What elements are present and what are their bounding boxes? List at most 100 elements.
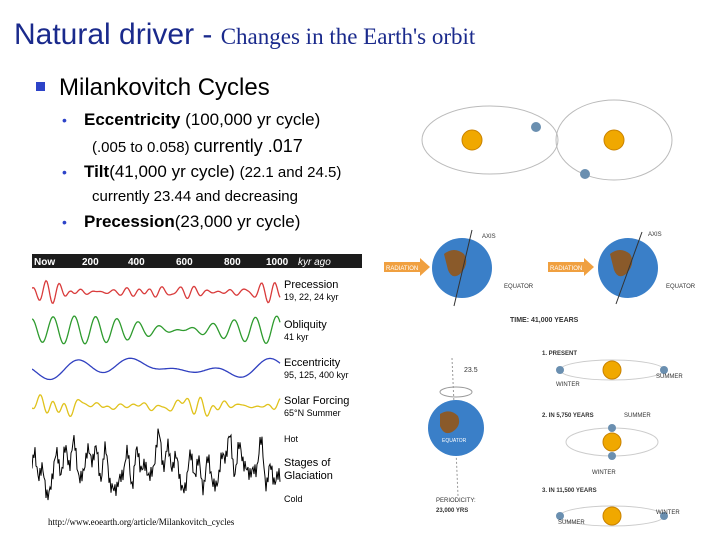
bullet-text: Milankovitch Cycles xyxy=(59,74,270,101)
winter-label: WINTER xyxy=(656,510,680,516)
equator-label: EQUATOR xyxy=(504,284,534,290)
sun-icon xyxy=(602,360,622,380)
series-label-precession: Precession xyxy=(284,279,338,291)
hot-label: Hot xyxy=(284,434,299,444)
earth-icon xyxy=(580,169,590,179)
eccentricity-range: (.005 to 0.058) xyxy=(92,139,194,156)
page-title: Natural driver - Changes in the Earth's … xyxy=(14,18,475,52)
eccentricity-current: currently .017 xyxy=(193,136,303,156)
earth-icon xyxy=(531,122,541,132)
wave-traces xyxy=(32,279,281,501)
axis-label-now: Now xyxy=(34,257,55,268)
orbit-ellipse xyxy=(421,105,559,175)
bullet-milankovitch: Milankovitch Cycles xyxy=(36,74,270,102)
radiation-arrow xyxy=(384,262,420,272)
dot-bullet-icon: • xyxy=(62,112,67,128)
eccentricity-detail: (.005 to 0.058) currently .017 xyxy=(92,136,303,157)
radiation-label: RADIATION xyxy=(386,266,418,272)
sun-icon xyxy=(603,129,625,151)
dot-bullet-icon: • xyxy=(62,164,67,180)
present-label: 1. PRESENT xyxy=(542,351,577,357)
wave-eccentricity xyxy=(32,357,281,381)
axis-label: AXIS xyxy=(648,232,662,238)
series-label-obliquity: Obliquity xyxy=(284,319,327,331)
axis-label-600: 600 xyxy=(176,257,193,268)
tilt-diagram: RADIATION AXIS EQUATOR RADIATION AXIS EQ… xyxy=(384,229,696,324)
continent-shape xyxy=(440,411,460,434)
square-bullet-icon xyxy=(36,82,45,91)
equator-label: EQUATOR xyxy=(666,284,696,290)
radiation-arrowhead xyxy=(584,258,594,276)
sun-icon xyxy=(602,432,622,452)
wave-obliquity xyxy=(32,315,281,345)
earth-icon xyxy=(608,424,616,432)
series-detail-obliquity: 41 kyr xyxy=(284,332,309,342)
periodicity-label: PERIODICITY: xyxy=(436,498,476,504)
series-detail-eccentricity: 95, 125, 400 kyr xyxy=(284,370,349,380)
earth-icon xyxy=(556,512,564,520)
radiation-arrowhead xyxy=(420,258,430,276)
summer-label: SUMMER xyxy=(624,413,651,419)
axis-label-800: 800 xyxy=(224,257,241,268)
series-label-solar-forcing: Solar Forcing xyxy=(284,395,349,407)
series-detail-precession: 19, 22, 24 kyr xyxy=(284,292,339,302)
axis-label-400: 400 xyxy=(128,257,145,268)
earth-icon xyxy=(660,512,668,520)
periodicity-value: 23,000 YRS xyxy=(436,508,468,514)
tilt-current: currently 23.44 and decreasing xyxy=(92,188,298,205)
title-main: Natural driver - xyxy=(14,18,221,51)
wave-precession xyxy=(32,279,281,305)
orbit-ellipse xyxy=(555,99,673,181)
earth-icon xyxy=(556,366,564,374)
wave-solar-forcing xyxy=(32,394,281,418)
tilt-range: (22.1 and 24.5) xyxy=(239,164,342,181)
earth-icon xyxy=(608,452,616,460)
precession-diagram: 23.5 EQUATOR PERIODICITY: 23,000 YRS 1. … xyxy=(428,351,683,527)
sun-icon xyxy=(461,129,483,151)
in-5750-label: 2. IN 5,750 YEARS xyxy=(542,413,594,419)
cold-label: Cold xyxy=(284,494,303,504)
winter-label: WINTER xyxy=(592,470,616,476)
series-label-eccentricity: Eccentricity xyxy=(284,357,341,369)
series-detail-solar-forcing: 65°N Summer xyxy=(284,408,341,418)
winter-label: WINTER xyxy=(556,382,580,388)
tilt-cycle: (41,000 yr cycle) xyxy=(109,162,240,181)
eccentricity-label: Eccentricity xyxy=(84,110,181,129)
precession-cone-top xyxy=(439,386,473,398)
tilt-time-label: TIME: 41,000 YEARS xyxy=(510,317,579,324)
series-label-glaciation-line1: Stages of xyxy=(284,457,331,469)
chart-header-bar xyxy=(32,254,362,268)
tilt-label: Tilt xyxy=(84,162,110,181)
axis-label-kyr-ago: kyr ago xyxy=(298,257,331,268)
earth-icon xyxy=(660,366,668,374)
bullet-eccentricity: • Eccentricity (100,000 yr cycle) xyxy=(62,110,320,130)
tilt-degree-label: 23.5 xyxy=(464,367,478,374)
axis-label-1000: 1000 xyxy=(266,257,289,268)
summer-label: SUMMER xyxy=(656,374,683,380)
axis-label-200: 200 xyxy=(82,257,99,268)
axis-line xyxy=(453,229,473,307)
eccentricity-diagram xyxy=(421,99,673,181)
radiation-arrow xyxy=(548,262,584,272)
radiation-label: RADIATION xyxy=(550,266,582,272)
orbit-diagrams: RADIATION AXIS EQUATOR RADIATION AXIS EQ… xyxy=(384,99,696,527)
bullet-precession: • Precession(23,000 yr cycle) xyxy=(62,212,300,232)
chart-background xyxy=(32,254,362,532)
axis-label: AXIS xyxy=(482,234,496,240)
in-11500-label: 3. IN 11,500 YEARS xyxy=(542,488,597,494)
axis-line xyxy=(615,231,643,305)
continent-shape xyxy=(610,250,633,277)
precession-cycle: (23,000 yr cycle) xyxy=(174,212,301,231)
precession-label: Precession xyxy=(84,212,175,231)
series-label-glaciation-line2: Glaciation xyxy=(284,470,333,482)
bullet-tilt: • Tilt(41,000 yr cycle) (22.1 and 24.5) xyxy=(62,162,341,182)
dot-bullet-icon: • xyxy=(62,214,67,230)
title-sub: Changes in the Earth's orbit xyxy=(220,24,476,49)
eccentricity-cycle: (100,000 yr cycle) xyxy=(180,110,321,129)
sun-icon xyxy=(602,506,622,526)
milankovitch-chart: Now 200 400 600 800 1000 kyr ago Precess… xyxy=(32,254,362,532)
continent-shape xyxy=(444,250,467,277)
wave-stages-of-glaciation xyxy=(32,428,281,501)
equator-label: EQUATOR xyxy=(442,438,467,444)
summer-label: SUMMER xyxy=(558,520,585,526)
